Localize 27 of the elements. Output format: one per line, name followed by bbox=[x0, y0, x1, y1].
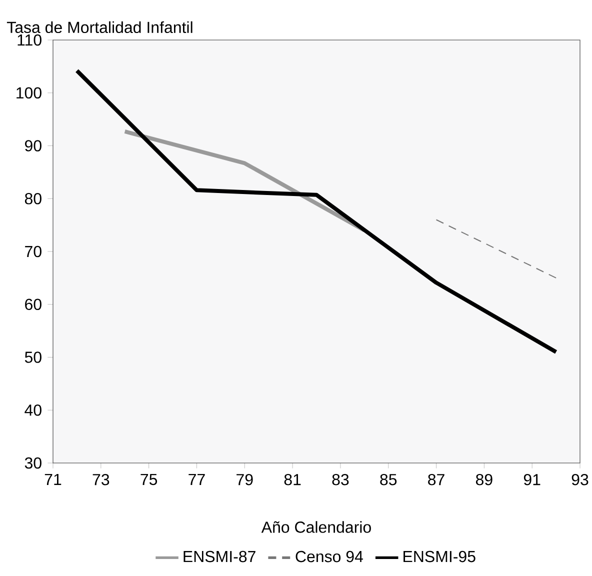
x-tick-label: 75 bbox=[140, 474, 158, 486]
y-tick-label: 70 bbox=[25, 246, 42, 258]
y-tick-label: 100 bbox=[16, 87, 42, 99]
x-tick-label: 89 bbox=[476, 474, 492, 486]
x-tick-label: 87 bbox=[428, 474, 444, 486]
y-tick-label: 60 bbox=[25, 298, 42, 310]
x-tick-label: 85 bbox=[380, 474, 397, 486]
y-tick-label: 110 bbox=[18, 34, 42, 46]
y-axis-title: Tasa de Mortalidad Infantil bbox=[6, 21, 192, 34]
x-tick-label: 93 bbox=[572, 474, 588, 486]
x-tick-label: 77 bbox=[188, 474, 205, 485]
y-tick-label: 30 bbox=[24, 457, 42, 469]
y-tick-label: 80 bbox=[24, 192, 42, 204]
y-tick-label: 40 bbox=[24, 404, 42, 416]
x-axis-title: Año Calendario bbox=[261, 521, 371, 533]
x-tick-label: 91 bbox=[524, 474, 540, 486]
legend-label: ENSMI-95 bbox=[404, 550, 476, 562]
x-tick-label: 79 bbox=[236, 474, 253, 486]
line-series bbox=[74, 68, 558, 354]
x-tick-label: 81 bbox=[284, 474, 301, 486]
legend-label: Censo 94 bbox=[296, 550, 363, 562]
x-tick-label: 83 bbox=[332, 474, 349, 486]
y-tick-label: 90 bbox=[25, 140, 42, 152]
y-tick-label: 50 bbox=[24, 352, 42, 363]
x-tick-label: 71 bbox=[44, 474, 62, 485]
legend-label: ENSMI-87 bbox=[184, 550, 256, 562]
x-tick-label: 73 bbox=[92, 474, 110, 486]
